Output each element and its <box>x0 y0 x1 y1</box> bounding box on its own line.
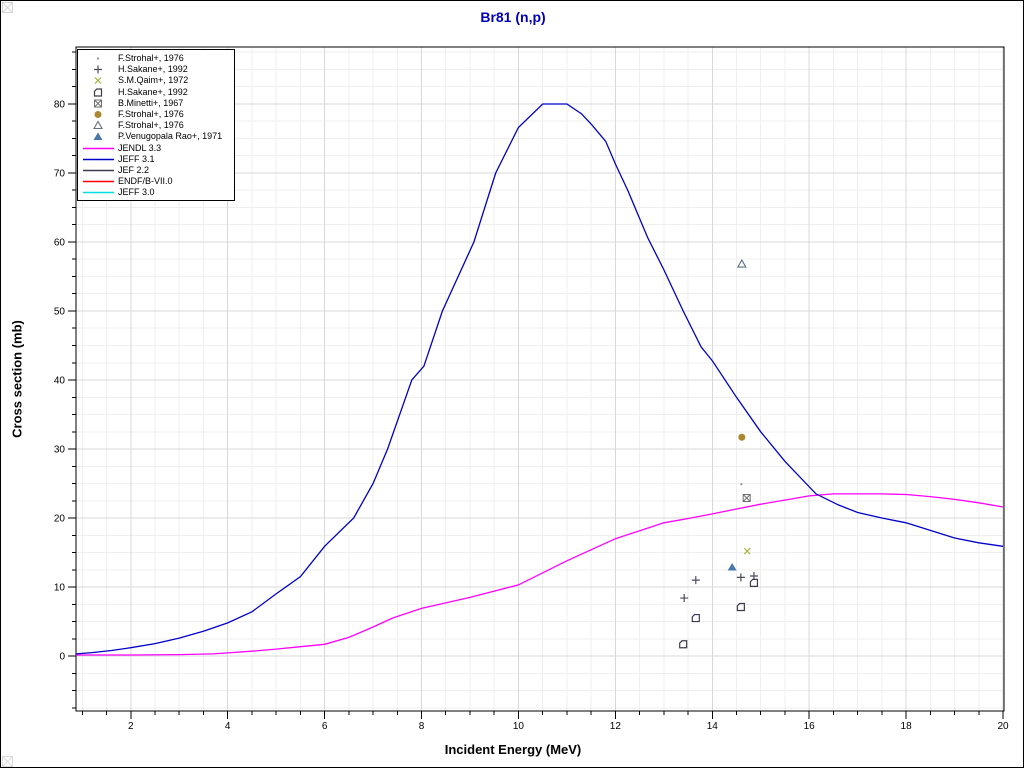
legend-item-label: JEFF 3.1 <box>118 153 155 164</box>
legend-item: P.Venugopala Rao+, 1971 <box>78 131 234 142</box>
svg-text:6: 6 <box>322 721 328 732</box>
curve-line-icon <box>83 158 114 161</box>
scatter-b-minetti-1967 <box>742 493 751 502</box>
legend-item: JEFF 3.1 <box>78 154 234 165</box>
curve-line-icon <box>83 169 114 172</box>
svg-text:60: 60 <box>54 237 66 248</box>
y-tick-labels: 0 10 20 30 40 50 60 70 80 <box>54 99 66 662</box>
plot-frame <box>75 46 1005 712</box>
legend-item: JENDL 3.3 <box>78 143 234 154</box>
svg-text:8: 8 <box>419 721 425 732</box>
scatter-f-strohal-1976 <box>736 258 747 268</box>
svg-text:30: 30 <box>54 445 66 456</box>
legend-item-label: JENDL 3.3 <box>118 142 162 153</box>
svg-text:16: 16 <box>804 721 816 732</box>
legend-item: H.Sakane+, 1992 <box>78 64 234 75</box>
legend-item: F.Strohal+, 1976 <box>78 109 234 120</box>
svg-text:80: 80 <box>54 99 66 110</box>
scatter-f-strohal-1976 <box>738 433 746 441</box>
legend-item: JEF 2.2 <box>78 165 234 176</box>
svg-text:10: 10 <box>54 583 66 594</box>
open-triangle-symbol-icon <box>93 120 103 130</box>
axis-ticks <box>68 51 1004 719</box>
svg-text:70: 70 <box>54 168 66 179</box>
svg-text:0: 0 <box>59 652 65 663</box>
scatter-f-strohal-1976 <box>740 483 743 486</box>
svg-text:4: 4 <box>225 721 231 732</box>
dot-symbol-icon <box>96 57 100 60</box>
svg-text:50: 50 <box>54 306 66 317</box>
legend-item: JEFF 3.0 <box>78 187 234 198</box>
legend-item-label: F.Strohal+, 1976 <box>118 109 184 120</box>
curve-line-icon <box>83 180 114 183</box>
legend-item-label: F.Strohal+, 1976 <box>118 53 184 64</box>
minor-gridlines <box>76 47 1004 711</box>
y-axis-label: Cross section (mb) <box>9 320 25 438</box>
svg-text:10: 10 <box>513 721 525 732</box>
broken-image-icon <box>2 756 13 767</box>
curve-line-icon <box>83 147 114 149</box>
svg-text:40: 40 <box>54 376 66 387</box>
filled-triangle-symbol-icon <box>93 132 103 141</box>
svg-text:14: 14 <box>707 721 719 732</box>
legend-item: ENDF/B-VII.0 <box>78 176 234 187</box>
legend-item-label: JEFF 3.0 <box>118 187 155 198</box>
svg-text:18: 18 <box>901 721 913 732</box>
scatter-p-venugopala-rao-1971 <box>727 562 737 571</box>
scatter-h-sakane-1992 <box>679 578 759 649</box>
scatter-h-sakane-1992 <box>680 571 758 603</box>
x-cross-symbol-icon <box>94 77 102 85</box>
svg-text:20: 20 <box>997 721 1009 732</box>
broken-image-icon <box>2 2 13 13</box>
legend-item: F.Strohal+, 1976 <box>78 120 234 131</box>
x-axis-label: Incident Energy (MeV) <box>444 742 582 757</box>
filled-circle-symbol-icon <box>94 111 102 119</box>
legend-item: S.M.Qaim+, 1972 <box>78 75 234 86</box>
curve-jendl-3-3 <box>76 493 1004 656</box>
legend-item-label: ENDF/B-VII.0 <box>118 176 173 187</box>
legend-item: B.Minetti+, 1967 <box>78 98 234 109</box>
legend-item-label: H.Sakane+, 1992 <box>118 86 188 97</box>
legend-item-label: F.Strohal+, 1976 <box>118 120 184 131</box>
legend-item-label: H.Sakane+, 1992 <box>118 64 188 75</box>
open-square-d-symbol-icon <box>93 88 103 97</box>
legend-item-label: JEF 2.2 <box>118 164 150 175</box>
legend-item-label: B.Minetti+, 1967 <box>118 97 184 108</box>
chart-title: Br81 (n,p) <box>480 9 546 25</box>
svg-text:2: 2 <box>128 721 134 732</box>
scatter-s-m-qaim-1972 <box>743 547 751 555</box>
legend-item: H.Sakane+, 1992 <box>78 87 234 98</box>
legend: F.Strohal+, 1976 H.Sakane+, 1992 S.M.Qaim+… <box>77 49 235 201</box>
curve-jeff-3-1 <box>75 103 1004 655</box>
legend-item-label: S.M.Qaim+, 1972 <box>118 75 189 86</box>
square-x-symbol-icon <box>94 99 102 108</box>
svg-text:20: 20 <box>54 514 66 525</box>
x-tick-labels: 2 4 6 8 10 12 14 16 18 20 <box>128 721 1009 732</box>
svg-text:12: 12 <box>610 721 622 732</box>
plus-symbol-icon <box>94 65 102 74</box>
curve-line-icon <box>83 192 114 194</box>
legend-item: F.Strohal+, 1976 <box>78 53 234 64</box>
legend-item-label: P.Venugopala Rao+, 1971 <box>118 131 223 142</box>
